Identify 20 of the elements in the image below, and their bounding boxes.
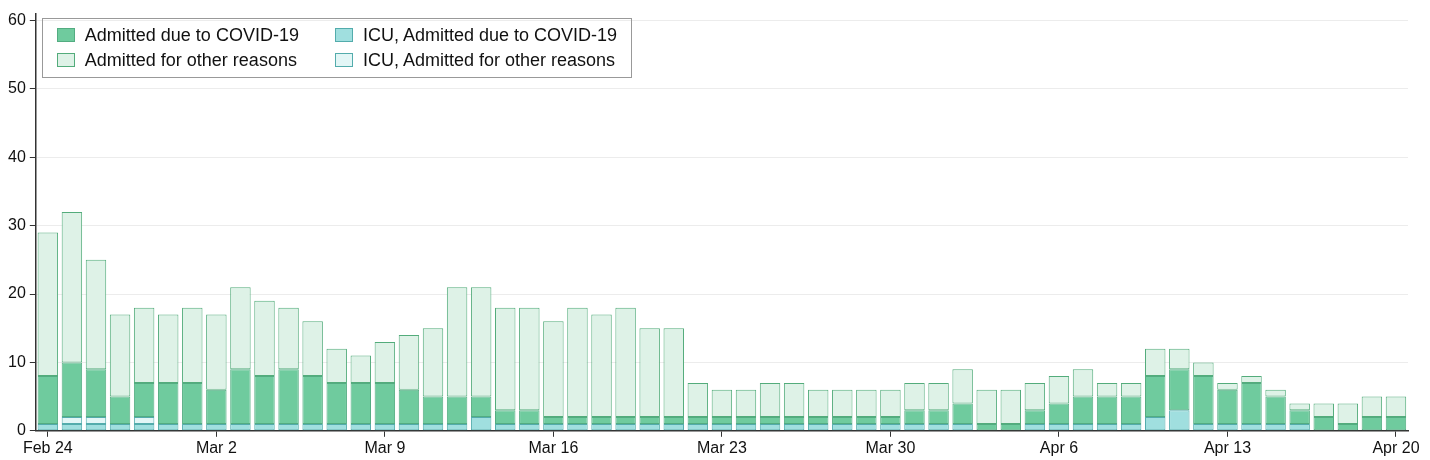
x-tick-label: Mar 9 bbox=[364, 438, 406, 456]
y-tick-label: 0 bbox=[16, 421, 26, 439]
y-tick-label: 20 bbox=[8, 284, 26, 302]
legend-label: Admitted due to COVID-19 bbox=[84, 24, 299, 46]
x-tick-label: Feb 24 bbox=[22, 438, 73, 456]
x-tick-label: Apr 13 bbox=[1203, 438, 1252, 456]
x-tick-label: Apr 6 bbox=[1039, 438, 1079, 456]
y-tick-label: 40 bbox=[8, 147, 26, 165]
y-tick-label: 10 bbox=[8, 352, 26, 370]
legend-label: ICU, Admitted due to COVID-19 bbox=[362, 24, 618, 46]
legend-label: Admitted for other reasons bbox=[84, 49, 297, 71]
y-tick-label: 60 bbox=[8, 10, 26, 28]
x-tick-label: Mar 16 bbox=[528, 438, 579, 456]
y-tick-label: 50 bbox=[8, 79, 26, 97]
x-tick-label: Mar 30 bbox=[865, 438, 916, 456]
x-tick-label: Mar 23 bbox=[697, 438, 747, 456]
y-tick-label: 30 bbox=[8, 216, 26, 234]
x-tick-label: Apr 20 bbox=[1372, 438, 1420, 456]
x-tick-label: Mar 2 bbox=[195, 438, 237, 456]
legend-label: ICU, Admitted for other reasons bbox=[362, 49, 616, 71]
